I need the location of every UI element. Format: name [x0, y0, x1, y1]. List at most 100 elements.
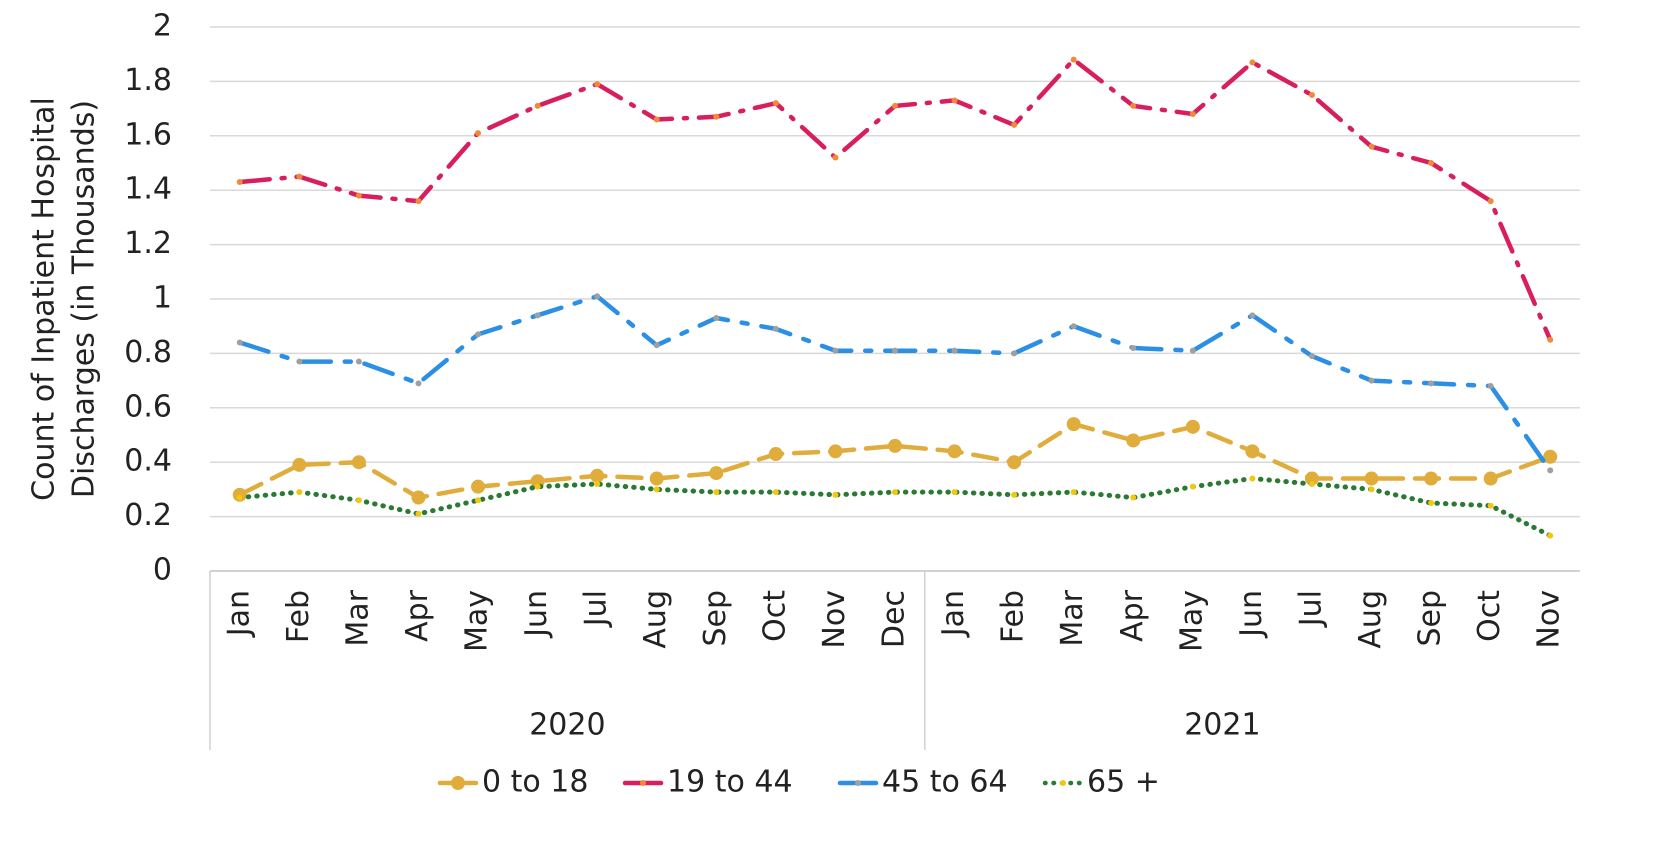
x-tick-label: Aug	[638, 590, 673, 649]
data-point	[475, 331, 482, 338]
data-point	[534, 483, 541, 490]
x-tick-label: Oct	[757, 590, 792, 642]
data-point	[888, 438, 902, 453]
legend-label: 65 +	[1087, 765, 1160, 800]
data-point	[772, 100, 779, 107]
data-point	[475, 497, 482, 504]
x-tick-label: Mar	[1055, 589, 1090, 646]
y-tick-label: 1.2	[124, 226, 172, 261]
y-tick-label: 0.2	[124, 498, 172, 533]
x-tick-label: Nov	[1532, 590, 1567, 649]
data-point	[892, 102, 898, 109]
data-point	[1185, 419, 1200, 434]
data-point	[951, 97, 958, 104]
data-point	[951, 347, 958, 354]
data-point	[1249, 59, 1256, 66]
x-tick-label: Apr	[400, 589, 435, 642]
data-point	[355, 497, 362, 504]
legend-marker	[451, 776, 465, 790]
legend-label: 19 to 44	[667, 765, 793, 800]
data-point	[653, 342, 660, 349]
data-point	[415, 380, 422, 387]
data-point	[1428, 500, 1435, 506]
data-point	[713, 315, 720, 322]
data-point	[1308, 480, 1315, 487]
data-point	[415, 510, 422, 517]
x-tick-label: Aug	[1353, 590, 1388, 649]
data-point	[296, 489, 303, 496]
data-point	[471, 479, 486, 494]
data-point	[1070, 489, 1077, 496]
data-point	[1428, 380, 1435, 387]
legend-label: 45 to 64	[882, 765, 1008, 800]
y-tick-label: 2	[153, 9, 172, 44]
data-point	[594, 293, 601, 300]
data-point	[832, 154, 839, 161]
data-point	[1487, 198, 1494, 205]
group-label: 2020	[529, 708, 605, 743]
series-line	[237, 421, 1553, 500]
data-point	[1543, 449, 1558, 464]
data-point	[1249, 475, 1256, 482]
data-point	[1368, 377, 1375, 384]
data-point	[411, 490, 426, 505]
x-tick-label: Apr	[1115, 589, 1150, 642]
data-point	[594, 81, 601, 88]
data-point	[1070, 323, 1077, 330]
data-point	[1424, 471, 1439, 486]
data-point	[351, 455, 366, 470]
data-point	[653, 116, 660, 123]
data-point	[1308, 92, 1315, 98]
data-point	[355, 192, 362, 199]
x-tick-label: Jan	[936, 590, 971, 638]
data-point	[772, 325, 779, 332]
x-tick-label: Feb	[996, 590, 1031, 643]
y-tick-label: 0	[153, 553, 172, 588]
y-tick-label: 0.8	[124, 335, 172, 370]
x-tick-label: Sep	[1413, 590, 1448, 647]
data-point	[832, 347, 839, 354]
data-point	[1126, 433, 1141, 448]
data-point	[1249, 312, 1256, 319]
x-tick-label: Jul	[579, 590, 614, 628]
data-point	[1011, 121, 1018, 128]
y-tick-label: 1.6	[124, 117, 172, 152]
data-point	[713, 489, 720, 496]
data-point	[1130, 102, 1137, 109]
x-tick-label: Oct	[1472, 590, 1507, 642]
legend-marker	[855, 780, 861, 786]
data-point	[236, 494, 243, 501]
data-point	[653, 486, 660, 493]
data-point	[1368, 486, 1375, 493]
data-point	[296, 358, 303, 365]
data-point	[951, 489, 958, 496]
x-tick-label: May	[460, 590, 495, 652]
data-point	[1130, 494, 1137, 501]
data-point	[236, 179, 243, 186]
data-point	[713, 113, 720, 120]
x-tick-label: Mar	[340, 589, 375, 646]
data-point	[355, 358, 362, 365]
x-tick-label: Feb	[281, 590, 316, 643]
series-line	[237, 56, 1553, 343]
data-point	[768, 447, 783, 462]
data-point	[772, 489, 779, 496]
data-point	[236, 339, 243, 346]
data-point	[1368, 143, 1375, 150]
y-tick-label: 1.4	[124, 172, 172, 207]
data-point	[832, 491, 839, 498]
data-point	[594, 480, 601, 487]
data-point	[1066, 417, 1081, 432]
data-point	[1011, 350, 1018, 357]
data-point	[1007, 455, 1022, 470]
data-point	[534, 102, 541, 109]
data-point	[1189, 111, 1196, 118]
data-point	[709, 466, 724, 481]
group-label: 2021	[1184, 708, 1260, 743]
x-tick-label: Jun	[1234, 590, 1269, 639]
data-point	[1011, 491, 1018, 498]
y-tick-label: 0.4	[124, 444, 172, 479]
y-tick-label: 1.8	[124, 63, 172, 98]
data-point	[1189, 483, 1196, 490]
